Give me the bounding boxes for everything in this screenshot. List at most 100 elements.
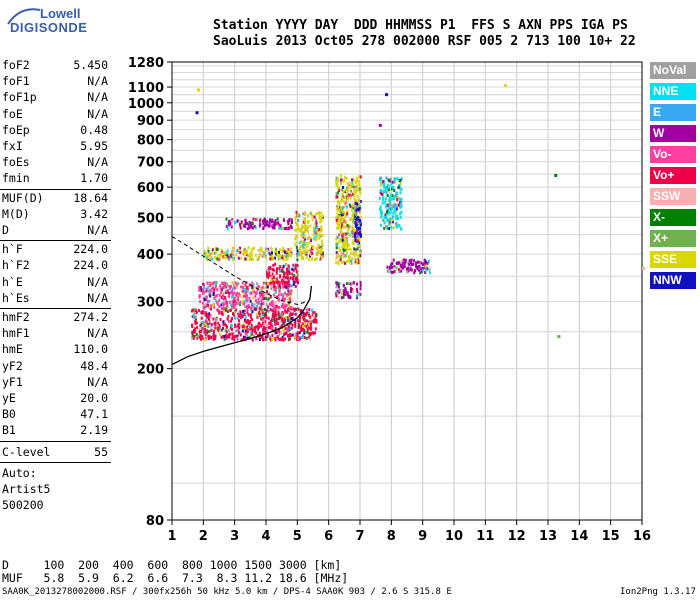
- echo-point: [343, 237, 346, 241]
- echo-point: [228, 285, 231, 289]
- echo-point: [338, 201, 341, 205]
- echo-point: [214, 298, 217, 302]
- echo-point: [282, 283, 284, 287]
- echo-point: [297, 307, 300, 311]
- echo-point: [424, 268, 427, 272]
- echo-point: [318, 216, 321, 220]
- echo-point: [275, 313, 278, 317]
- echo-point: [245, 320, 248, 324]
- echo-point: [267, 269, 270, 273]
- param-row-hmf2: hmF2 274.2: [2, 309, 110, 325]
- echo-point: [205, 289, 208, 293]
- echo-point: [228, 291, 230, 295]
- echo-point: [288, 226, 291, 230]
- echo-point: [395, 261, 398, 265]
- echo-point: [313, 314, 315, 318]
- param-name: fmin: [2, 171, 30, 186]
- echo-point: [206, 281, 209, 285]
- echo-point: [379, 211, 382, 215]
- echo-point: [355, 202, 358, 206]
- echo-point: [222, 286, 225, 290]
- echo-point: [294, 217, 297, 221]
- param-name: foE: [2, 106, 23, 121]
- echo-point: [355, 213, 357, 216]
- echo-point: [314, 231, 317, 235]
- param-name: foF1: [2, 74, 30, 89]
- echo-point: [253, 246, 256, 250]
- echo-point: [213, 251, 216, 255]
- echo-point: [268, 271, 271, 275]
- param-row-yf2: yF2 48.4: [2, 358, 110, 374]
- echo-point: [208, 289, 210, 293]
- echo-point: [290, 218, 293, 222]
- echo-point: [239, 251, 242, 254]
- echo-point: [294, 263, 297, 267]
- echo-point: [318, 250, 321, 254]
- echo-point: [426, 261, 429, 265]
- echo-point: [205, 317, 208, 321]
- echo-point: [205, 295, 208, 299]
- echo-point: [335, 237, 338, 241]
- echo-point: [201, 321, 204, 325]
- echo-point: [249, 313, 252, 317]
- echo-point: [216, 257, 219, 261]
- echo-point: [316, 249, 319, 253]
- echo-point: [257, 257, 260, 261]
- echo-point: [251, 257, 254, 261]
- echo-point: [302, 224, 305, 228]
- echo-point: [278, 257, 281, 261]
- echo-point: [396, 177, 399, 181]
- echo-point: [298, 324, 301, 328]
- echo-point: [265, 303, 268, 306]
- echo-point: [257, 297, 260, 301]
- echo-point: [287, 288, 289, 292]
- echo-point: [303, 331, 306, 335]
- echo-point: [424, 260, 427, 264]
- header-values: SaoLuis 2013 Oct05 278 002000 RSF 005 2 …: [213, 34, 636, 49]
- echo-point: [220, 303, 223, 307]
- echo-point: [217, 328, 220, 332]
- echo-point: [347, 187, 350, 191]
- echo-point: [338, 255, 341, 258]
- echo-point: [390, 193, 393, 197]
- echo-point: [191, 325, 194, 328]
- echo-point: [392, 215, 395, 219]
- echo-point: [306, 323, 309, 327]
- legend-item-w: W: [650, 125, 696, 142]
- echo-point: [211, 248, 214, 252]
- echo-point: [356, 195, 359, 198]
- echo-point: [213, 322, 216, 326]
- echo-point: [383, 186, 386, 190]
- echo-point: [352, 189, 355, 193]
- echo-point: [280, 269, 283, 273]
- echo-point: [390, 177, 393, 181]
- echo-point: [303, 336, 306, 339]
- echo-point: [296, 278, 299, 282]
- echo-point: [245, 257, 248, 261]
- echo-point: [239, 226, 242, 230]
- echo-point: [353, 191, 356, 195]
- echo-point: [248, 325, 251, 329]
- echo-point: [305, 251, 308, 255]
- echo-point: [348, 257, 351, 261]
- echo-point: [215, 281, 218, 285]
- echo-point: [281, 296, 284, 300]
- echo-point: [282, 246, 285, 250]
- echo-point: [207, 303, 209, 307]
- echo-point: [316, 226, 319, 230]
- panel-divider: [0, 240, 111, 242]
- echo-point: [387, 185, 390, 189]
- echo-point: [308, 332, 311, 335]
- echo-point: [340, 252, 343, 256]
- echo-point: [313, 311, 316, 315]
- echo-point: [343, 200, 346, 204]
- echo-point: [357, 261, 360, 265]
- legend-item-nnw: NNW: [650, 272, 696, 289]
- echo-point: [246, 305, 249, 309]
- echo-point: [386, 193, 389, 197]
- param-value: 0.48: [80, 122, 108, 137]
- echo-point: [350, 288, 353, 292]
- echo-point: [253, 290, 256, 294]
- echo-point: [404, 260, 407, 264]
- echo-point: [295, 241, 298, 245]
